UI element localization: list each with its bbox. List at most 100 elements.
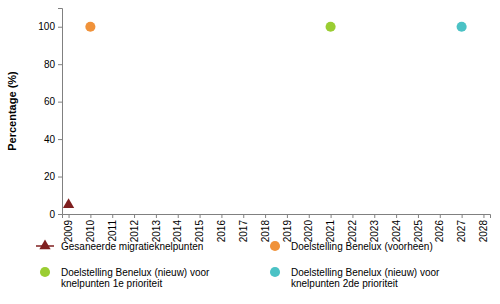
x-tick-mark <box>134 214 135 218</box>
y-tick-mark <box>58 177 62 178</box>
plot: 0 20 40 60 80 100 2009 2010 2011 2012 2013 2014 2015… <box>38 9 490 243</box>
x-tick: 2024 <box>391 214 402 242</box>
y-axis-line <box>58 9 63 215</box>
y-tick-label: 20 <box>44 171 56 182</box>
x-tick-mark <box>178 214 179 218</box>
x-tick-label: 2010 <box>85 220 96 243</box>
legend-marker <box>39 239 50 249</box>
x-tick: 2025 <box>413 214 424 242</box>
y-tick-mark <box>58 139 62 140</box>
x-axis-line <box>63 215 491 219</box>
legend-label-line: knelpunten 2de prioriteit <box>291 278 398 289</box>
x-tick: 2026 <box>434 214 445 242</box>
marker <box>85 22 95 32</box>
y-tick-label: 100 <box>38 21 55 32</box>
y-tick-label: 0 <box>49 209 55 220</box>
y-axis: 0 20 40 60 80 100 <box>38 9 62 220</box>
marker <box>63 198 74 208</box>
legend-label: Doelstelling Benelux (voorheen) <box>291 241 433 252</box>
x-tick-label: 2013 <box>151 220 162 243</box>
y-tick: 40 <box>44 134 62 145</box>
y-tick: 0 <box>49 209 62 220</box>
legend-marker <box>40 267 50 277</box>
x-tick-mark <box>418 214 419 218</box>
x-tick-mark <box>483 214 484 218</box>
x-tick-label: 2019 <box>282 220 293 243</box>
x-tick-mark <box>243 214 244 218</box>
legend-marker <box>270 241 280 251</box>
x-tick: 2009 <box>63 214 74 242</box>
x-tick-mark <box>462 214 463 218</box>
x-tick-label: 2018 <box>260 220 271 243</box>
legend-label-line: Doelstelling Benelux (voorheen) <box>291 241 433 252</box>
legend-label: Doelstelling Benelux (nieuw) voorknelpun… <box>61 267 210 290</box>
x-tick-label: 2022 <box>347 220 358 243</box>
x-tick-mark <box>287 214 288 218</box>
x-tick: 2012 <box>129 214 140 242</box>
y-tick-label: 40 <box>44 134 56 145</box>
x-tick: 2014 <box>172 214 183 242</box>
x-tick-mark <box>221 214 222 218</box>
x-tick: 2019 <box>282 214 293 242</box>
y-tick-label: 80 <box>44 59 56 70</box>
x-tick: 2027 <box>456 214 467 242</box>
x-tick-mark <box>200 214 201 218</box>
y-tick-mark <box>58 27 62 28</box>
x-tick-mark <box>265 214 266 218</box>
x-tick-label: 2017 <box>238 220 249 243</box>
x-tick-label: 2011 <box>107 220 118 242</box>
x-tick-mark <box>309 214 310 218</box>
legend-entry: Doelstelling Benelux (nieuw) voorknelpun… <box>40 267 210 290</box>
y-tick: 80 <box>44 59 62 70</box>
x-tick-mark <box>156 214 157 218</box>
x-tick-label: 2016 <box>216 220 227 243</box>
x-tick: 2011 <box>107 214 118 242</box>
x-tick-label: 2023 <box>369 220 380 243</box>
y-tick: 60 <box>44 96 62 107</box>
x-tick-mark <box>396 214 397 218</box>
legend-label-line: Doelstelling Benelux (nieuw) voor <box>61 267 210 278</box>
x-tick: 2010 <box>85 214 96 242</box>
y-tick-label: 60 <box>44 96 56 107</box>
y-tick: 100 <box>38 21 62 32</box>
legend-label: Gesaneerde migratieknelpunten <box>61 241 203 252</box>
x-tick-label: 2024 <box>391 220 402 243</box>
x-tick-label: 2026 <box>434 220 445 243</box>
x-tick-label: 2020 <box>303 220 314 243</box>
x-tick-mark <box>331 214 332 218</box>
legend-entry: Doelstelling Benelux (voorheen) <box>270 241 433 252</box>
legend-marker <box>270 267 280 277</box>
legend-label-line: knelpunten 1e prioriteit <box>61 278 162 289</box>
x-tick-mark <box>90 214 91 218</box>
x-tick: 2028 <box>478 214 489 242</box>
marker <box>457 22 467 32</box>
x-tick: 2017 <box>238 214 249 242</box>
x-tick: 2018 <box>260 214 271 242</box>
marker <box>326 22 336 32</box>
x-tick-label: 2014 <box>172 220 183 243</box>
x-axis: 2009 2010 2011 2012 2013 2014 2015 2016 2017 2018… <box>63 214 491 242</box>
x-tick-mark <box>69 214 70 218</box>
legend-label: Doelstelling Benelux (nieuw) voorknelpun… <box>291 267 440 290</box>
y-tick-mark <box>58 102 62 103</box>
legend-entry: Doelstelling Benelux (nieuw) voorknelpun… <box>270 267 440 290</box>
x-tick-label: 2027 <box>456 220 467 243</box>
legend-label-line: Doelstelling Benelux (nieuw) voor <box>291 267 440 278</box>
x-tick: 2022 <box>347 214 358 242</box>
y-tick-mark <box>58 64 62 65</box>
y-tick: 20 <box>44 171 62 182</box>
legend-entry: Gesaneerde migratieknelpunten <box>36 239 203 251</box>
x-tick-label: 2021 <box>325 220 336 243</box>
x-tick-label: 2015 <box>194 220 205 243</box>
chart: 0 20 40 60 80 100 2009 2010 2011 2012 2013 2014 2015… <box>0 0 500 304</box>
data <box>63 22 467 208</box>
y-axis-title: Percentage (%) <box>6 71 18 151</box>
x-tick: 2015 <box>194 214 205 242</box>
x-tick-mark <box>374 214 375 218</box>
x-tick-mark <box>440 214 441 218</box>
x-tick-label: 2009 <box>63 220 74 243</box>
x-tick-label: 2012 <box>129 220 140 243</box>
legend-label-line: Gesaneerde migratieknelpunten <box>61 241 203 252</box>
legend: Gesaneerde migratieknelpunten Doelstellin… <box>36 239 440 289</box>
x-tick: 2013 <box>151 214 162 242</box>
